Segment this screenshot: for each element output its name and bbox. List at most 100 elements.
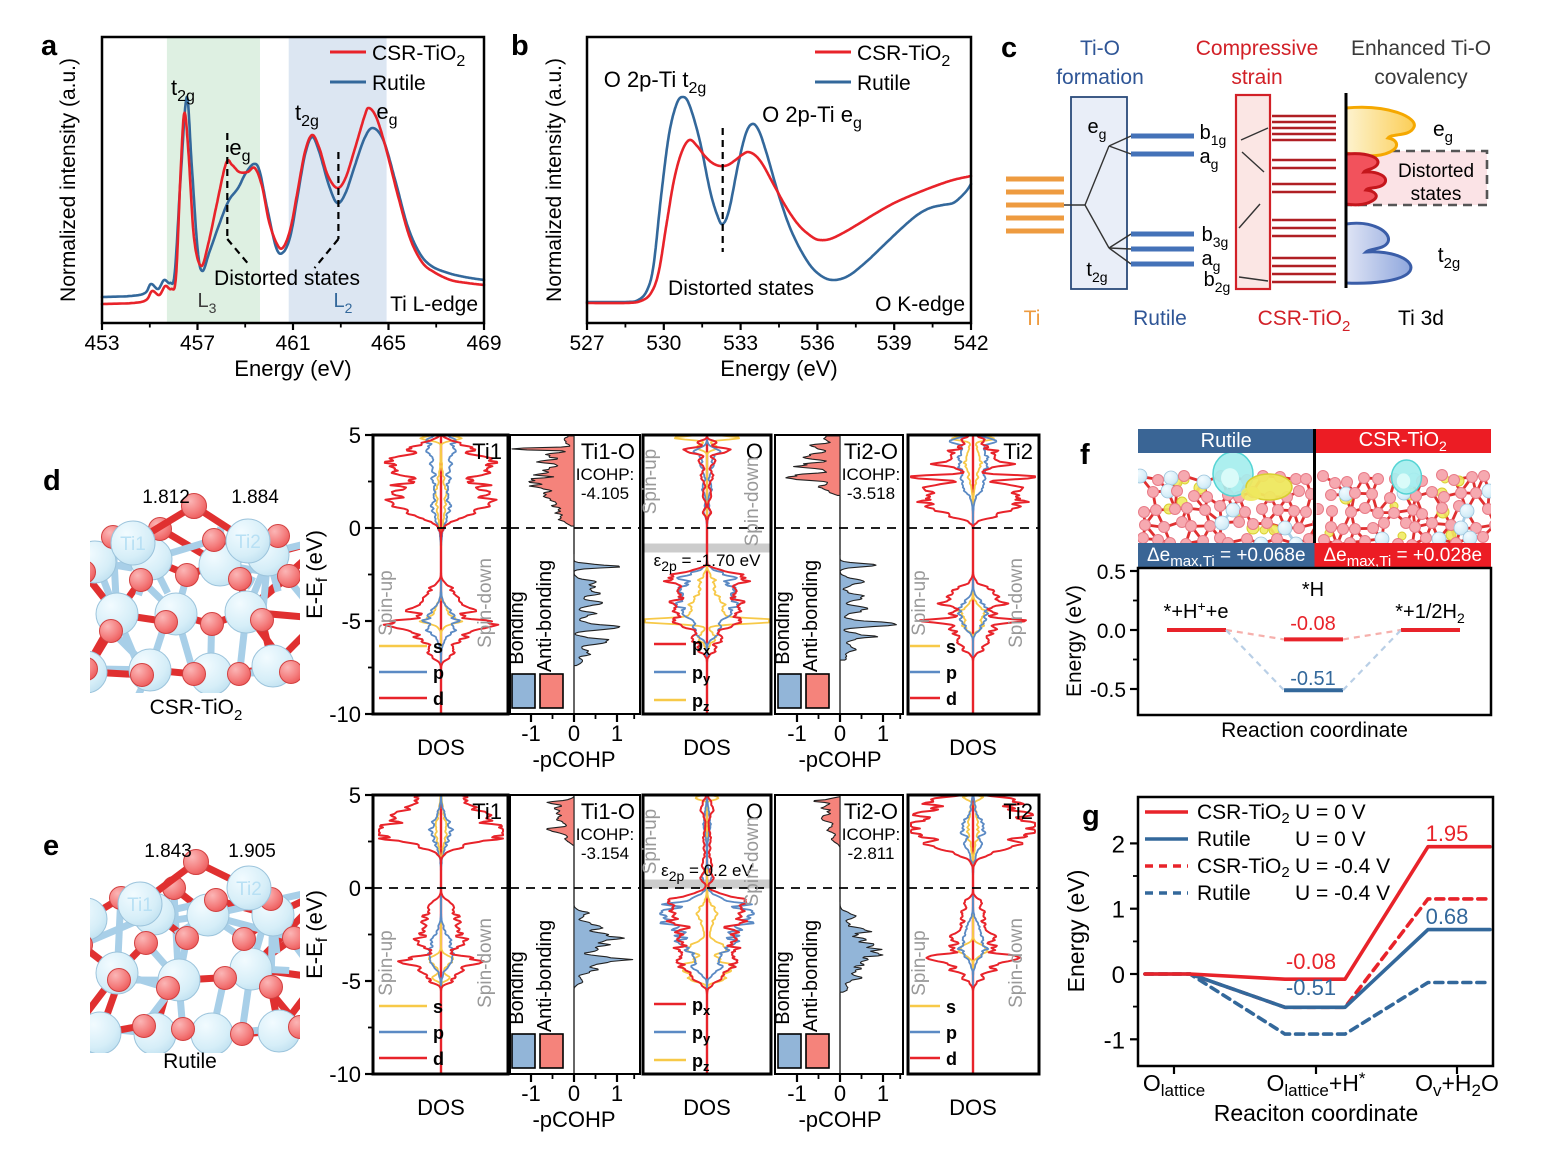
svg-text:Anti-bonding: Anti-bonding bbox=[534, 560, 556, 672]
svg-text:539: 539 bbox=[877, 332, 912, 355]
svg-text:Bonding: Bonding bbox=[506, 591, 528, 664]
svg-text:-2.811: -2.811 bbox=[848, 844, 895, 863]
svg-text:g: g bbox=[1082, 800, 1100, 832]
svg-text:Ti 3d: Ti 3d bbox=[1398, 307, 1444, 330]
svg-text:5: 5 bbox=[349, 783, 361, 808]
svg-text:Enhanced Ti-O: Enhanced Ti-O bbox=[1351, 37, 1491, 60]
svg-text:536: 536 bbox=[800, 332, 835, 355]
svg-text:-3.518: -3.518 bbox=[847, 484, 895, 503]
svg-text:Ti2-O: Ti2-O bbox=[844, 439, 898, 464]
svg-text:Ti2: Ti2 bbox=[235, 532, 261, 553]
svg-text:527: 527 bbox=[569, 332, 604, 355]
svg-text:Ti1: Ti1 bbox=[120, 534, 146, 555]
svg-text:ICOHP:: ICOHP: bbox=[576, 465, 635, 484]
svg-text:s: s bbox=[433, 637, 443, 657]
svg-text:U = -0.4 V: U = -0.4 V bbox=[1295, 855, 1390, 878]
svg-text:1.905: 1.905 bbox=[228, 841, 276, 862]
svg-text:CSR-TiO2: CSR-TiO2 bbox=[1197, 855, 1290, 881]
svg-text:Spin-up: Spin-up bbox=[376, 570, 397, 636]
svg-text:Ti1: Ti1 bbox=[472, 799, 502, 824]
svg-text:-0.08: -0.08 bbox=[1290, 613, 1336, 635]
svg-text:1.95: 1.95 bbox=[1426, 821, 1469, 846]
svg-text:O: O bbox=[746, 799, 763, 824]
svg-text:d: d bbox=[43, 465, 61, 497]
svg-text:*+H++e: *+H++e bbox=[1164, 598, 1229, 623]
svg-text:-5: -5 bbox=[341, 969, 361, 994]
svg-text:469: 469 bbox=[466, 332, 501, 355]
svg-text:-0.5: -0.5 bbox=[1090, 679, 1126, 702]
svg-text:DOS: DOS bbox=[949, 735, 997, 760]
svg-text:Ti1-O: Ti1-O bbox=[581, 799, 635, 824]
svg-text:Rutile: Rutile bbox=[1133, 307, 1187, 330]
svg-text:-5: -5 bbox=[341, 609, 361, 634]
svg-text:465: 465 bbox=[371, 332, 406, 355]
svg-text:533: 533 bbox=[723, 332, 758, 355]
svg-text:530: 530 bbox=[646, 332, 681, 355]
svg-text:Spin-down: Spin-down bbox=[1006, 918, 1027, 1008]
svg-text:Normalized intensity (a.u.): Normalized intensity (a.u.) bbox=[57, 58, 80, 302]
svg-text:-pCOHP: -pCOHP bbox=[532, 747, 615, 772]
svg-text:Reaction coordinate: Reaction coordinate bbox=[1221, 719, 1408, 742]
svg-text:-pCOHP: -pCOHP bbox=[532, 1107, 615, 1132]
svg-text:Distorted states: Distorted states bbox=[214, 267, 360, 290]
svg-text:0.0: 0.0 bbox=[1097, 620, 1126, 643]
svg-text:p: p bbox=[946, 1023, 957, 1043]
svg-text:d: d bbox=[433, 1049, 444, 1069]
svg-text:Energy (eV): Energy (eV) bbox=[720, 356, 837, 381]
svg-text:E-Ef (eV): E-Ef (eV) bbox=[302, 890, 331, 979]
svg-text:1: 1 bbox=[1112, 897, 1125, 924]
svg-text:Distorted: Distorted bbox=[1398, 161, 1474, 182]
svg-text:Ti1-O: Ti1-O bbox=[581, 439, 635, 464]
svg-text:-1: -1 bbox=[521, 721, 541, 746]
svg-text:1: 1 bbox=[877, 721, 889, 746]
svg-text:Energy (eV): Energy (eV) bbox=[1063, 870, 1089, 993]
svg-text:-0.51: -0.51 bbox=[1286, 975, 1336, 1000]
svg-text:Ti: Ti bbox=[1024, 307, 1041, 330]
svg-text:542: 542 bbox=[953, 332, 988, 355]
svg-text:Spin-down: Spin-down bbox=[475, 558, 496, 648]
svg-text:Anti-bonding: Anti-bonding bbox=[800, 920, 822, 1032]
svg-text:s: s bbox=[946, 997, 956, 1017]
svg-text:Bonding: Bonding bbox=[772, 591, 794, 664]
svg-text:CSR-TiO2: CSR-TiO2 bbox=[1197, 801, 1290, 827]
svg-text:Ti1: Ti1 bbox=[127, 895, 153, 916]
svg-text:Energy (eV): Energy (eV) bbox=[1063, 585, 1086, 697]
svg-text:Distorted states: Distorted states bbox=[668, 277, 814, 300]
svg-text:p: p bbox=[946, 663, 957, 683]
svg-text:U = 0 V: U = 0 V bbox=[1295, 801, 1366, 824]
svg-text:Olattice+H*: Olattice+H* bbox=[1267, 1069, 1366, 1100]
svg-text:Ti2: Ti2 bbox=[1003, 439, 1033, 464]
svg-text:Energy (eV): Energy (eV) bbox=[234, 356, 351, 381]
svg-text:E-Ef (eV): E-Ef (eV) bbox=[302, 530, 331, 619]
svg-text:-1: -1 bbox=[787, 721, 807, 746]
svg-text:Ti-O: Ti-O bbox=[1080, 37, 1120, 60]
svg-text:*H: *H bbox=[1302, 579, 1324, 601]
svg-text:Reaciton coordinate: Reaciton coordinate bbox=[1214, 1100, 1419, 1126]
svg-text:ICOHP:: ICOHP: bbox=[576, 825, 635, 844]
svg-text:453: 453 bbox=[84, 332, 119, 355]
svg-text:1: 1 bbox=[611, 1081, 623, 1106]
svg-text:Rutile: Rutile bbox=[163, 1050, 217, 1073]
svg-text:DOS: DOS bbox=[683, 735, 731, 760]
svg-text:1.843: 1.843 bbox=[144, 841, 192, 862]
svg-text:-0.51: -0.51 bbox=[1290, 668, 1336, 690]
svg-text:0: 0 bbox=[349, 876, 361, 901]
svg-text:0: 0 bbox=[834, 721, 846, 746]
svg-text:p: p bbox=[433, 1023, 444, 1043]
svg-text:Spin-up: Spin-up bbox=[909, 930, 930, 996]
svg-text:Ti1: Ti1 bbox=[472, 439, 502, 464]
svg-text:5: 5 bbox=[349, 423, 361, 448]
svg-text:U = -0.4 V: U = -0.4 V bbox=[1295, 882, 1390, 905]
svg-text:Rutile: Rutile bbox=[1197, 828, 1251, 851]
svg-text:0.68: 0.68 bbox=[1426, 904, 1469, 929]
svg-text:strain: strain bbox=[1231, 66, 1282, 89]
svg-text:Olattice: Olattice bbox=[1143, 1070, 1205, 1100]
svg-text:Anti-bonding: Anti-bonding bbox=[534, 920, 556, 1032]
svg-text:ICOHP:: ICOHP: bbox=[842, 465, 901, 484]
svg-text:-10: -10 bbox=[329, 702, 361, 727]
svg-text:e: e bbox=[43, 830, 59, 862]
svg-text:a: a bbox=[41, 30, 58, 62]
svg-text:DOS: DOS bbox=[949, 1095, 997, 1120]
svg-text:Anti-bonding: Anti-bonding bbox=[800, 560, 822, 672]
svg-text:-3.154: -3.154 bbox=[581, 844, 629, 863]
